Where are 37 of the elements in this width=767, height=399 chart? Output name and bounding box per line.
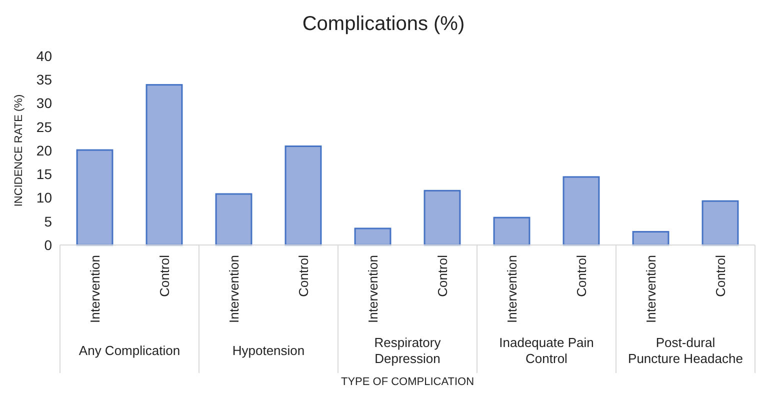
- x-tick-label: Intervention: [504, 255, 520, 323]
- y-tick-label: 30: [36, 95, 52, 112]
- y-axis-title: INCIDENCE RATE (%): [13, 94, 25, 207]
- y-tick-label: 40: [36, 48, 52, 64]
- y-tick-label: 0: [44, 236, 52, 253]
- chart-title: Complications (%): [302, 13, 465, 35]
- bar: [493, 216, 530, 246]
- bar: [562, 176, 600, 246]
- y-tick-label: 35: [36, 72, 52, 88]
- bar: [215, 193, 252, 246]
- bar: [146, 84, 183, 246]
- x-tick-label: Intervention: [87, 255, 102, 323]
- bar: [284, 145, 322, 246]
- bar: [354, 228, 392, 246]
- text: Post-dural Puncture Headache: [628, 335, 743, 366]
- x-tick-label: Control: [296, 254, 311, 297]
- y-tick-label: 25: [36, 118, 52, 135]
- y-tick-label: 10: [36, 190, 52, 206]
- bar: [76, 149, 114, 246]
- x-tick-label: Control: [434, 254, 450, 297]
- x-tick-label: Control: [156, 254, 172, 297]
- y-tick-label: 15: [36, 166, 52, 182]
- x-tick-label: Intervention: [643, 255, 658, 323]
- bar: [424, 190, 461, 246]
- text: Any Complication: [78, 343, 180, 358]
- y-tick-label: 5: [44, 213, 52, 230]
- text: Respiratory Depression: [374, 335, 442, 366]
- x-tick-label: Intervention: [365, 255, 380, 323]
- x-tick-label: Intervention: [226, 255, 242, 323]
- x-tick-label: Control: [712, 254, 728, 297]
- text: Hypotension: [232, 343, 305, 358]
- x-axis-title: TYPE OF COMPLICATION: [340, 376, 474, 388]
- y-tick-label: 20: [36, 142, 52, 158]
- x-tick-label: Control: [574, 254, 589, 297]
- bar: [702, 200, 739, 246]
- bar: [632, 231, 670, 246]
- text: Inadequate Pain Control: [499, 335, 594, 366]
